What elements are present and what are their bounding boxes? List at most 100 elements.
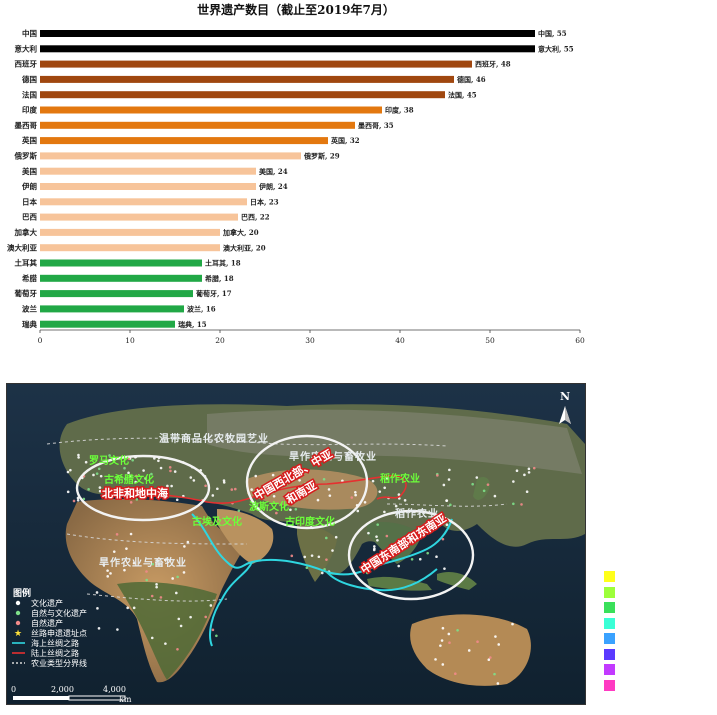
bar [40, 152, 301, 160]
heritage-site-dot [144, 477, 147, 480]
heritage-site-dot [397, 493, 401, 496]
heritage-site-dot [175, 591, 178, 595]
value-label: 土耳其, 18 [205, 259, 241, 268]
heritage-site-dot [129, 496, 133, 499]
label-temperate-agri: 温带商品化农牧园艺业 [159, 432, 269, 445]
bar [40, 305, 184, 313]
ellipse-north-africa-mediterranean [75, 454, 211, 522]
heritage-site-dot [99, 474, 103, 478]
heritage-site-dot [482, 489, 486, 493]
heritage-site-dot [494, 635, 497, 638]
agri-boundary-line [46, 437, 508, 602]
heritage-site-dot [394, 504, 398, 508]
heritage-site-dot [109, 572, 112, 575]
label-persia-culture: 波斯文化 [249, 500, 289, 513]
bar [40, 213, 238, 221]
heritage-site-dot [383, 510, 386, 514]
heritage-site-dot [132, 606, 136, 610]
heritage-site-dot [123, 466, 126, 470]
heritage-site-dot [95, 591, 99, 594]
heritage-site-dot [316, 498, 320, 502]
legend-item-label: 海上丝绸之路 [31, 638, 79, 648]
heritage-site-dot [69, 468, 72, 472]
heritage-site-dot [135, 474, 138, 478]
heritage-site-dot [166, 484, 169, 488]
label-rice-agri: 稻作农业 [395, 507, 439, 520]
heritage-site-dot [150, 636, 154, 640]
heritage-site-dot [493, 672, 496, 676]
heritage-site-dot [169, 469, 172, 473]
heritage-site-dot [159, 596, 163, 599]
label-dryland-asia: 旱作农业与畜牧业 [289, 450, 377, 463]
category-label: 德国 [22, 74, 37, 84]
heritage-site-dot [128, 474, 132, 478]
heritage-site-dot [176, 575, 179, 579]
heritage-site-dot [289, 508, 292, 512]
heritage-site-dot [66, 490, 70, 494]
category-label: 伊朗 [21, 181, 37, 191]
heritage-site-dot [155, 583, 158, 586]
heritage-site-dot [170, 484, 173, 488]
heritage-site-dot [255, 488, 259, 492]
color-swatch [604, 633, 615, 644]
heritage-site-dot [443, 567, 446, 570]
label-dryland-africa: 旱作农业与畜牧业 [99, 556, 187, 569]
scale-tick-0: 0 [11, 685, 16, 694]
heritage-site-dot [183, 545, 186, 548]
value-label: 日本, 23 [250, 197, 279, 206]
value-label: 伊朗, 24 [258, 182, 288, 191]
heritage-site-dot [125, 547, 128, 550]
heritage-site-dot [87, 488, 90, 491]
category-label: 英国 [22, 135, 37, 145]
heritage-site-dot [189, 476, 193, 479]
heritage-site-dot [442, 483, 446, 487]
category-label: 法国 [22, 89, 37, 99]
heritage-site-dot [373, 545, 376, 548]
heritage-site-dot [215, 634, 218, 638]
bar [40, 91, 445, 99]
heritage-site-dot [106, 575, 110, 578]
bar [40, 290, 193, 298]
value-label: 希腊, 18 [204, 274, 234, 283]
value-label: 葡萄牙, 17 [195, 289, 232, 298]
heritage-site-dot [448, 468, 451, 472]
heritage-site-dot [127, 471, 130, 475]
heritage-site-dot [527, 471, 531, 474]
bar [40, 198, 247, 206]
heritage-site-dot [303, 555, 307, 559]
category-label: 西班牙 [15, 59, 38, 69]
value-label: 法国, 45 [448, 90, 477, 99]
ellipse-northwest-china-central-asia [245, 434, 369, 530]
heritage-site-dot [158, 496, 161, 499]
indonesia-islands [367, 572, 477, 591]
land-silk-road [126, 474, 407, 504]
heritage-site-dot [216, 487, 219, 491]
heritage-site-dot [489, 656, 492, 659]
heritage-site-dot [171, 577, 174, 580]
heritage-site-dot [493, 494, 497, 498]
heritage-site-dot [475, 476, 479, 479]
heritage-site-dot [222, 481, 226, 484]
heritage-site-dot [123, 477, 127, 481]
heritage-site-dot [204, 615, 208, 619]
color-swatch [604, 648, 615, 660]
category-label: 日本 [22, 196, 37, 206]
category-label: 美国 [22, 166, 37, 176]
heritage-site-dot [375, 535, 378, 538]
heritage-site-dot [103, 491, 107, 494]
heritage-site-dot [250, 488, 253, 491]
heritage-site-dot [378, 490, 382, 493]
heritage-site-dot [448, 641, 451, 644]
heritage-site-dot [320, 571, 324, 575]
color-swatch [604, 664, 615, 675]
heritage-site-dot [293, 475, 297, 479]
legend-symbol [15, 620, 21, 626]
heritage-site-dot [383, 486, 386, 490]
heritage-site-dot [159, 466, 163, 470]
heritage-site-dot [467, 649, 471, 652]
scale-bar: 0 2,000 4,000 km [11, 685, 132, 704]
heritage-site-dot [98, 489, 102, 493]
value-label: 中国, 55 [538, 29, 567, 38]
legend-item-label: 陆上丝绸之路 [31, 648, 79, 658]
x-tick-label: 60 [575, 336, 585, 345]
